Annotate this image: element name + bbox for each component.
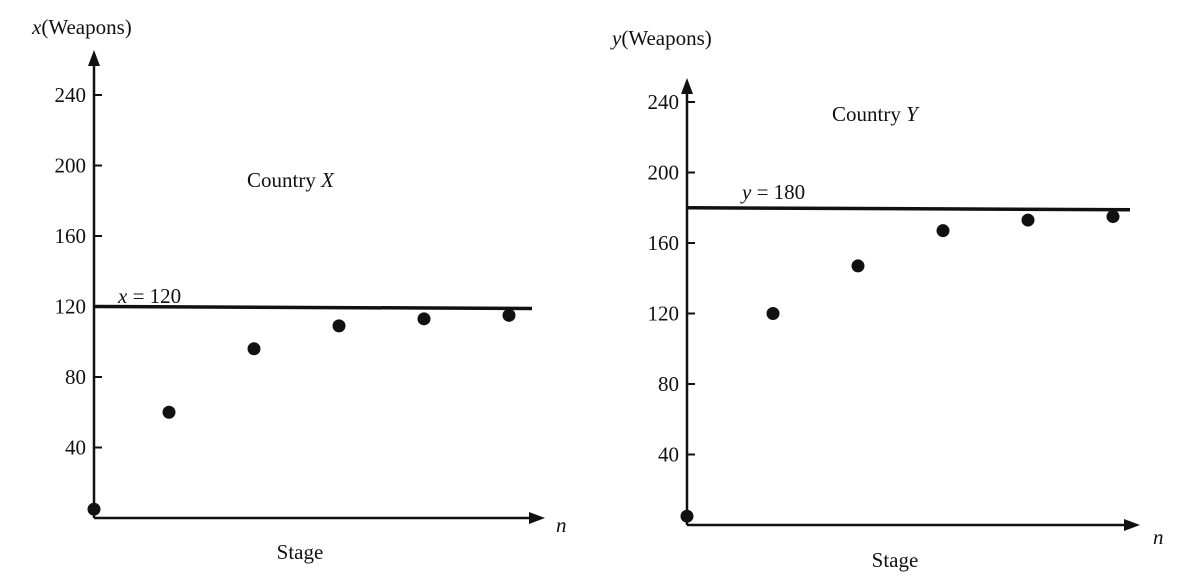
y-tick-label-240: 240 <box>55 83 87 107</box>
y-tick-label-40: 40 <box>65 436 86 460</box>
chart-title: Country X <box>247 168 335 192</box>
y-axis-variable: y <box>610 26 622 50</box>
chart-title-variable: X <box>320 168 335 192</box>
x-axis-variable: n <box>556 513 567 537</box>
data-point-1 <box>766 307 780 320</box>
y-tick-label-120: 120 <box>648 302 680 326</box>
x-axis-arrow <box>529 512 545 524</box>
data-point-2 <box>247 342 261 356</box>
reference-line <box>686 206 1131 212</box>
chart-title-prefix: Country <box>832 102 906 126</box>
y-tick-label-240: 240 <box>648 90 680 114</box>
chart-title-prefix: Country <box>247 168 321 192</box>
data-point-4 <box>1021 213 1035 227</box>
chart-country-y: y(Weapons) Country Y y = 180 Stage n 408… <box>610 26 1164 572</box>
data-point-0 <box>87 502 101 516</box>
y-axis-label: y(Weapons) <box>610 26 712 50</box>
y-axis-unit: (Weapons) <box>41 15 131 39</box>
data-point-3 <box>936 224 950 238</box>
y-axis-arrow <box>88 50 100 66</box>
y-axis-label: x(Weapons) <box>31 15 132 39</box>
chart-title: Country Y <box>832 102 920 126</box>
y-tick-label-160: 160 <box>648 231 680 255</box>
y-axis-arrow <box>681 78 693 94</box>
x-axis-label: Stage <box>277 540 324 564</box>
y-tick-label-40: 40 <box>658 443 679 467</box>
reference-line-variable: y <box>740 180 752 204</box>
y-tick-label-200: 200 <box>648 161 680 185</box>
y-tick-label-160: 160 <box>55 224 87 248</box>
y-tick-label-120: 120 <box>55 295 87 319</box>
reference-line-value: = 120 <box>127 284 181 308</box>
x-axis-arrow <box>1124 519 1140 531</box>
reference-line-label: y = 180 <box>740 180 805 204</box>
data-point-4 <box>417 312 431 326</box>
data-point-1 <box>162 405 176 419</box>
x-axis-variable: n <box>1153 525 1164 549</box>
y-axis-variable: x <box>31 15 42 39</box>
y-axis-unit: (Weapons) <box>621 26 711 50</box>
data-point-2 <box>851 259 865 273</box>
reference-line-variable: x <box>117 284 128 308</box>
data-point-3 <box>332 319 346 333</box>
data-point-5 <box>1106 210 1120 224</box>
x-axis-label: Stage <box>872 548 919 572</box>
data-point-0 <box>680 509 694 523</box>
y-tick-label-200: 200 <box>55 154 87 178</box>
reference-line-label: x = 120 <box>117 284 181 308</box>
data-point-5 <box>502 308 516 322</box>
chart-title-variable: Y <box>906 102 920 126</box>
reference-line <box>93 304 533 311</box>
y-tick-label-80: 80 <box>65 365 86 389</box>
chart-country-x: x(Weapons) Country X x = 120 Stage n 408… <box>31 15 567 564</box>
reference-line-value: = 180 <box>751 180 805 204</box>
y-tick-label-80: 80 <box>658 372 679 396</box>
